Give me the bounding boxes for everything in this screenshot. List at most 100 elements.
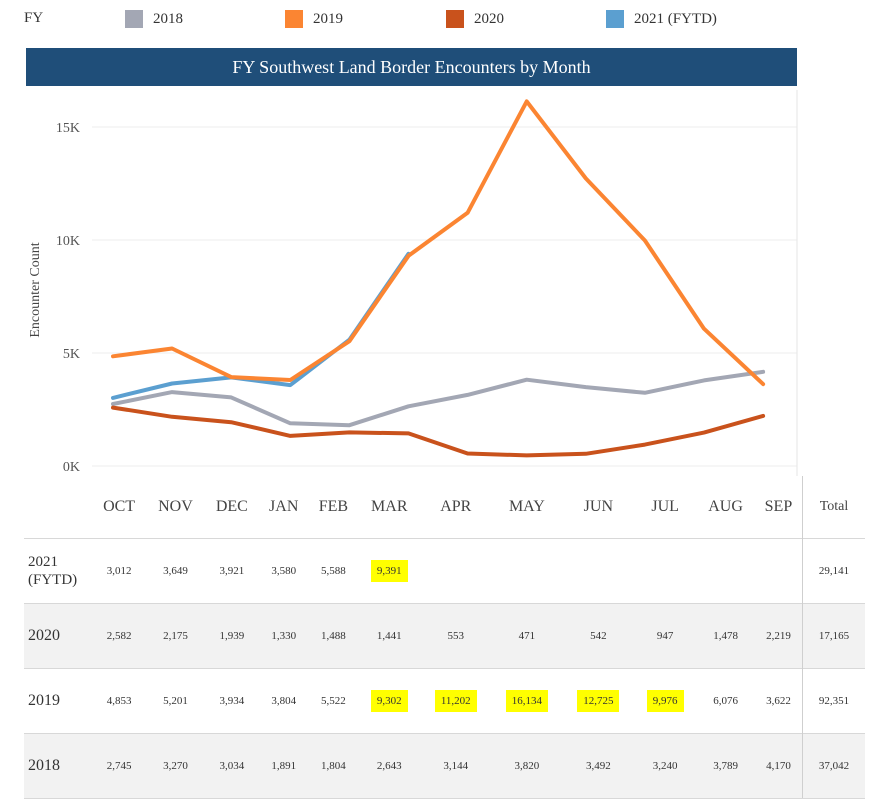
table-row: 2018 2,745 3,270 3,034 1,891 1,804 2,643 3,144 3… xyxy=(24,733,865,799)
table-cell: 1,804 xyxy=(308,733,359,799)
y-axis-title: Encounter Count xyxy=(28,242,43,337)
table-cell: 16,134 xyxy=(491,668,563,734)
table-cell: 1,330 xyxy=(258,603,309,669)
table-cell: 2,175 xyxy=(146,603,205,669)
line-chart: 0K 5K 10K 15K Encounter Count xyxy=(28,90,798,476)
legend-item-2018[interactable]: 2018 xyxy=(125,10,183,28)
table-cell: 1,478 xyxy=(696,603,755,669)
table-cell: 6,076 xyxy=(696,668,755,734)
table-cell: 5,588 xyxy=(308,538,359,604)
legend-swatch-2021 xyxy=(606,10,624,28)
row-year-label: 2018 xyxy=(24,733,92,799)
total-header: Total xyxy=(802,476,865,539)
table-row: 2021 (FYTD) 3,012 3,649 3,921 3,580 5,588 9,39… xyxy=(24,538,865,604)
table-cell: 3,622 xyxy=(754,668,803,734)
month-header-sep: SEP xyxy=(764,498,793,515)
month-header-dec: DEC xyxy=(215,498,248,515)
row-total: 92,351 xyxy=(802,668,865,734)
series-line-2020[interactable] xyxy=(111,405,766,458)
table-cell: 2,219 xyxy=(754,603,803,669)
month-header-nov: NOV xyxy=(158,498,193,515)
table-cell: 542 xyxy=(562,603,635,669)
table-cell: 2,582 xyxy=(92,603,147,669)
legend-text-2021: 2021 (FYTD) xyxy=(634,10,717,27)
table-cell xyxy=(562,538,635,604)
table-cell: 9,976 xyxy=(634,668,697,734)
table-cell: 5,522 xyxy=(308,668,359,734)
table-cell: 12,725 xyxy=(562,668,635,734)
table-cell: 1,488 xyxy=(308,603,359,669)
highlighted-value: 9,302 xyxy=(370,690,408,712)
row-total: 37,042 xyxy=(802,733,865,799)
legend-swatch-2018 xyxy=(125,10,143,28)
month-header-mar: MAR xyxy=(371,498,408,515)
table-cell: 11,202 xyxy=(420,668,492,734)
table-cell: 3,921 xyxy=(204,538,259,604)
table-cell: 3,034 xyxy=(204,733,259,799)
legend-item-2019[interactable]: 2019 xyxy=(285,10,343,28)
header-blank xyxy=(24,476,92,539)
table-cell: 3,580 xyxy=(258,538,309,604)
table-cell: 3,649 xyxy=(146,538,205,604)
table-cell: 1,441 xyxy=(358,603,421,669)
legend-text-2019: 2019 xyxy=(313,10,343,27)
table-cell: 553 xyxy=(420,603,492,669)
legend-text-2018: 2018 xyxy=(153,10,183,27)
table-cell: 4,170 xyxy=(754,733,803,799)
legend-label: FY xyxy=(24,10,44,26)
legend-item-2021[interactable]: 2021 (FYTD) xyxy=(606,10,717,28)
y-tick-label: 15K xyxy=(56,121,80,136)
legend-text-2020: 2020 xyxy=(474,10,504,27)
y-tick-label: 0K xyxy=(63,460,80,475)
chart-title: FY Southwest Land Border Encounters by M… xyxy=(26,48,797,86)
table-cell: 3,012 xyxy=(92,538,147,604)
month-header-oct: OCT xyxy=(103,498,136,515)
legend-item-2020[interactable]: 2020 xyxy=(446,10,504,28)
highlighted-value: 9,391 xyxy=(370,560,408,582)
highlighted-value: 9,976 xyxy=(646,690,684,712)
row-total: 17,165 xyxy=(802,603,865,669)
highlighted-value: 12,725 xyxy=(577,690,620,712)
month-header-jul: JUL xyxy=(651,498,679,515)
y-tick-label: 10K xyxy=(56,234,80,249)
table-header-row: OCT NOV DEC JAN FEB MAR APR MAY JUN JUL AUG SEP Tota… xyxy=(24,476,865,539)
month-header-jan: JAN xyxy=(269,498,299,515)
table-cell: 3,789 xyxy=(696,733,755,799)
data-table: OCT NOV DEC JAN FEB MAR APR MAY JUN JUL AUG SEP Tota… xyxy=(24,476,865,799)
table-cell: 3,240 xyxy=(634,733,697,799)
table-cell: 2,745 xyxy=(92,733,147,799)
y-axis-ticks: 0K 5K 10K 15K xyxy=(56,121,80,475)
series-lines xyxy=(111,99,766,458)
table-row: 2019 4,853 5,201 3,934 3,804 5,522 9,302 11,202… xyxy=(24,668,865,734)
row-year-label: 2021 (FYTD) xyxy=(24,538,92,604)
table-cell: 9,391 xyxy=(358,538,421,604)
y-tick-label: 5K xyxy=(63,347,80,362)
highlighted-value: 11,202 xyxy=(434,690,477,712)
table-row: 2020 2,582 2,175 1,939 1,330 1,488 1,441 553 471… xyxy=(24,603,865,669)
series-line-2019[interactable] xyxy=(111,99,766,387)
table-cell: 9,302 xyxy=(358,668,421,734)
table-cell: 3,934 xyxy=(204,668,259,734)
table-cell: 471 xyxy=(491,603,563,669)
table-cell: 4,853 xyxy=(92,668,147,734)
table-cell: 1,891 xyxy=(258,733,309,799)
table-cell: 5,201 xyxy=(146,668,205,734)
month-header-jun: JUN xyxy=(583,498,614,515)
table-cell: 2,643 xyxy=(358,733,421,799)
table-cell: 3,820 xyxy=(491,733,563,799)
table-cell: 3,492 xyxy=(562,733,635,799)
table-cell xyxy=(754,538,803,604)
table-cell: 3,270 xyxy=(146,733,205,799)
table-cell xyxy=(634,538,697,604)
row-year-label: 2019 xyxy=(24,668,92,734)
month-header-apr: APR xyxy=(440,498,472,515)
highlighted-value: 16,134 xyxy=(505,690,548,712)
table-cell xyxy=(696,538,755,604)
table-body: 2021 (FYTD) 3,012 3,649 3,921 3,580 5,588 9,39… xyxy=(24,538,865,799)
table-cell xyxy=(491,538,563,604)
series-line-2018[interactable] xyxy=(111,369,766,428)
series-line-2021[interactable] xyxy=(111,251,411,400)
table-cell: 1,939 xyxy=(204,603,259,669)
month-header-feb: FEB xyxy=(318,498,349,515)
month-header-may: MAY xyxy=(508,498,545,515)
